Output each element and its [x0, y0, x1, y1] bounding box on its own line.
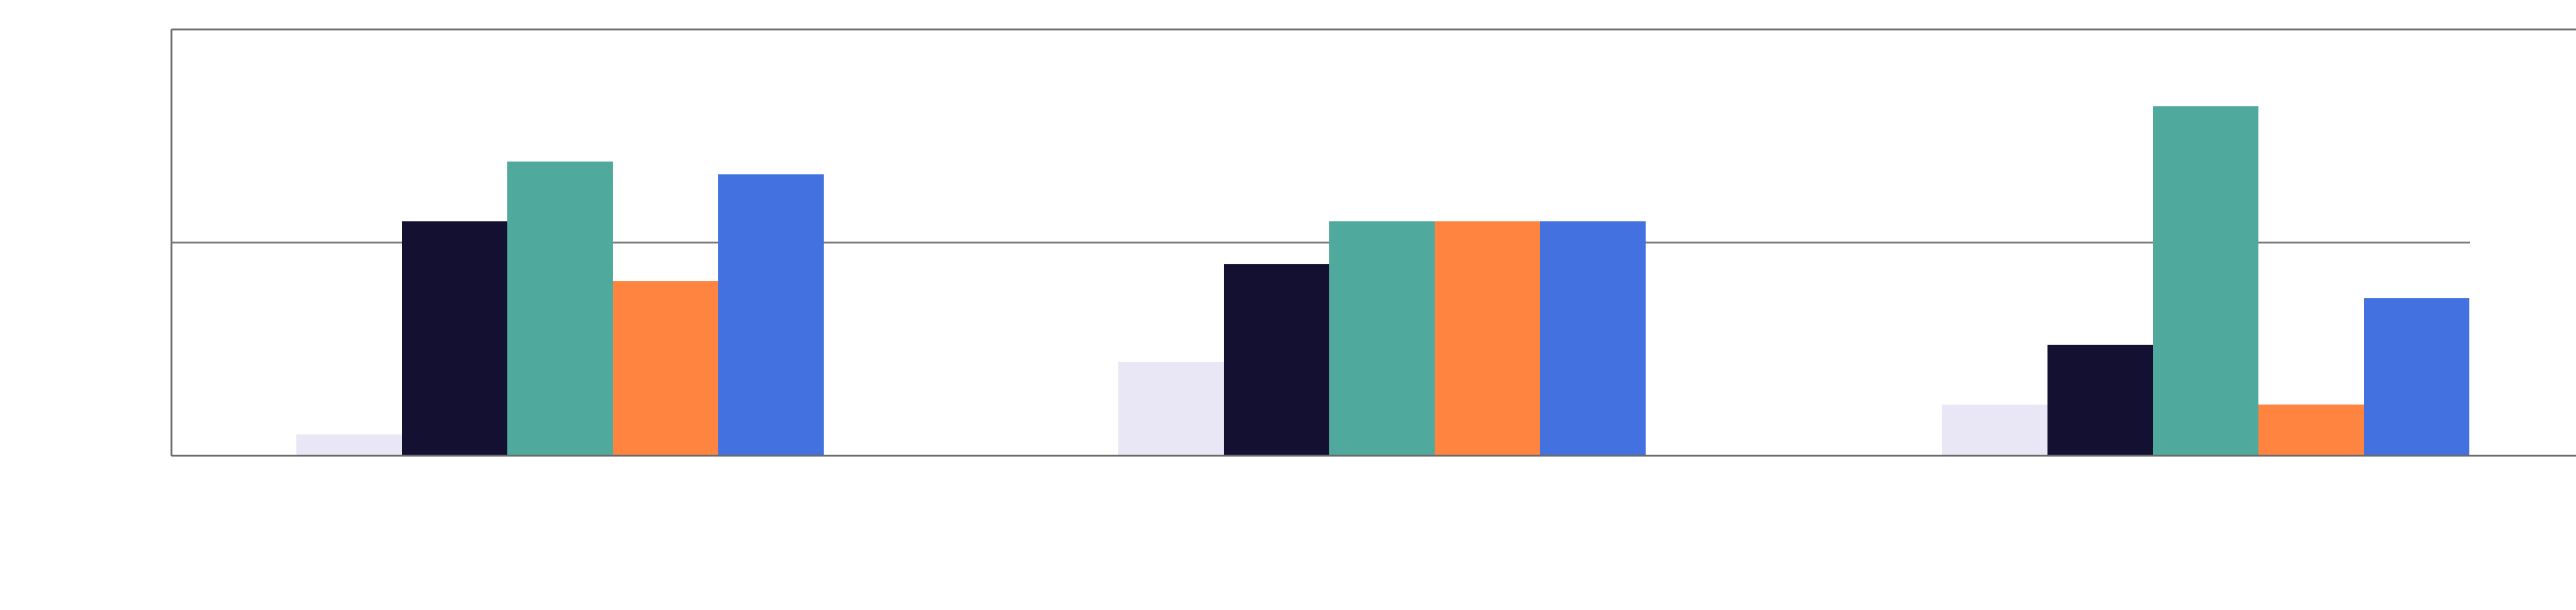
- bar-series-1-group-3: [1942, 405, 2047, 456]
- bar-series-4-group-2: [1435, 221, 1540, 456]
- bar-series-1-group-1: [296, 434, 402, 456]
- bar-series-3-group-1: [507, 161, 613, 456]
- bar-series-2-group-2: [1224, 264, 1329, 456]
- bar-series-4-group-3: [2258, 405, 2364, 456]
- bar-series-1-group-2: [1118, 362, 1224, 456]
- bar-series-3-group-3: [2153, 106, 2258, 456]
- bar-series-5-group-1: [718, 174, 824, 456]
- plot-area: [170, 28, 2576, 457]
- bar-series-5-group-2: [1540, 221, 1646, 456]
- bar-series-3-group-2: [1329, 221, 1435, 456]
- bar-series-4-group-1: [613, 281, 718, 456]
- bar-series-5-group-3: [2364, 298, 2469, 456]
- bar-series-2-group-1: [402, 221, 507, 456]
- bar-series-2-group-3: [2047, 344, 2153, 456]
